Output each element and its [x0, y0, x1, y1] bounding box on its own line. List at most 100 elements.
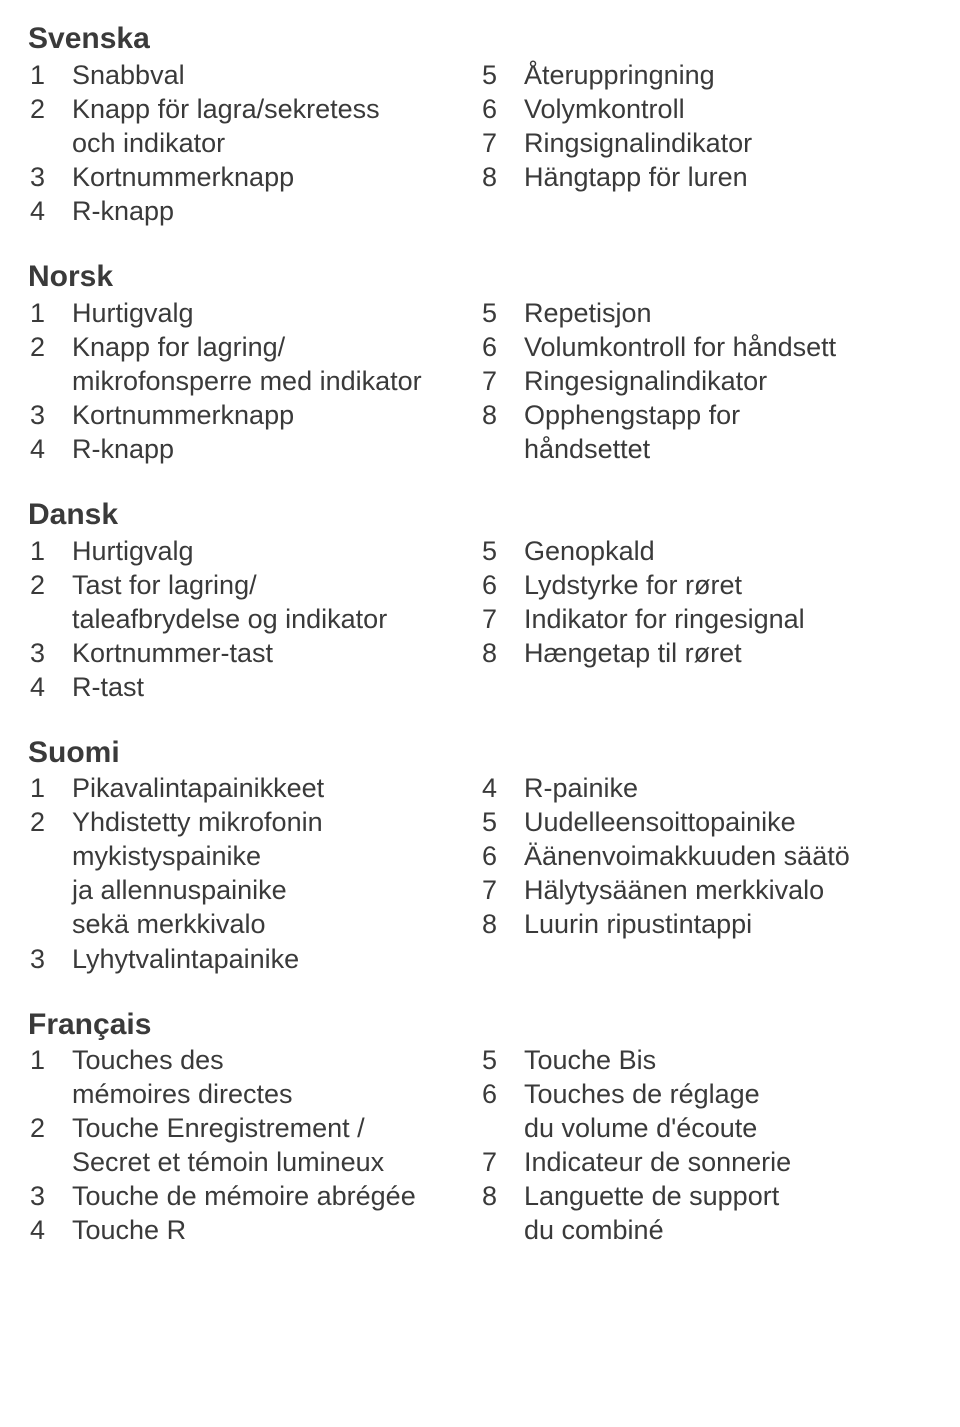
item-number: 5: [480, 1043, 524, 1077]
language-section: Français1Touches desmémoires directes2To…: [28, 1006, 932, 1248]
list-item: 2Tast for lagring/: [28, 568, 480, 602]
item-number: 1: [28, 1043, 72, 1077]
item-number: 7: [480, 126, 524, 160]
right-column: 5Genopkald6Lydstyrke for røret7Indikator…: [480, 534, 932, 704]
item-text: R-knapp: [72, 194, 480, 228]
item-text: Snabbval: [72, 58, 480, 92]
section-title: Suomi: [28, 734, 932, 772]
document-root: Svenska1Snabbval2Knapp för lagra/sekrete…: [28, 20, 932, 1247]
item-number: 2: [28, 330, 72, 364]
item-text: Yhdistetty mikrofonin: [72, 805, 480, 839]
list-item: 5Uudelleensoittopainike: [480, 805, 932, 839]
item-text: Hængetap til røret: [524, 636, 932, 670]
list-item: 7Indicateur de sonnerie: [480, 1145, 932, 1179]
columns: 1Pikavalintapainikkeet2Yhdistetty mikrof…: [28, 771, 932, 975]
section-title: Svenska: [28, 20, 932, 58]
language-section: Norsk1Hurtigvalg2Knapp for lagring/mikro…: [28, 258, 932, 466]
item-number: 5: [480, 534, 524, 568]
item-text: Luurin ripustintappi: [524, 907, 932, 941]
item-number: 2: [28, 805, 72, 839]
item-text: Kortnummerknapp: [72, 398, 480, 432]
list-item: 6Volumkontroll for håndsett: [480, 330, 932, 364]
list-item: 7Ringesignalindikator: [480, 364, 932, 398]
item-number: 3: [28, 942, 72, 976]
item-text: Hurtigvalg: [72, 534, 480, 568]
item-number: 6: [480, 330, 524, 364]
item-text: Uudelleensoittopainike: [524, 805, 932, 839]
list-item: 7Hälytysäänen merkkivalo: [480, 873, 932, 907]
item-text: Tast for lagring/: [72, 568, 480, 602]
list-item: 3Lyhytvalintapainike: [28, 942, 480, 976]
left-column: 1Snabbval2Knapp för lagra/sekretessoch i…: [28, 58, 480, 228]
section-title: Norsk: [28, 258, 932, 296]
list-item: 2Touche Enregistrement /: [28, 1111, 480, 1145]
list-item: 8Hängtapp för luren: [480, 160, 932, 194]
item-number: 7: [480, 1145, 524, 1179]
item-text: Återuppringning: [524, 58, 932, 92]
section-title: Français: [28, 1006, 932, 1044]
item-number: 1: [28, 534, 72, 568]
list-item: 5Repetisjon: [480, 296, 932, 330]
item-text: Ringesignalindikator: [524, 364, 932, 398]
list-item: 3Kortnummerknapp: [28, 398, 480, 432]
item-number: 3: [28, 160, 72, 194]
list-item: 7Ringsignalindikator: [480, 126, 932, 160]
item-text: R-tast: [72, 670, 480, 704]
list-item: 5Touche Bis: [480, 1043, 932, 1077]
list-item: 6Touches de réglage: [480, 1077, 932, 1111]
section-title: Dansk: [28, 496, 932, 534]
item-number: 2: [28, 568, 72, 602]
item-number: 1: [28, 58, 72, 92]
item-number: 8: [480, 398, 524, 432]
list-item: 1Touches des: [28, 1043, 480, 1077]
item-text: Touches des: [72, 1043, 480, 1077]
item-text: Touche de mémoire abrégée: [72, 1179, 480, 1213]
item-text: Hurtigvalg: [72, 296, 480, 330]
right-column: 5Repetisjon6Volumkontroll for håndsett7R…: [480, 296, 932, 466]
item-text: ja allennuspainike: [72, 873, 480, 907]
right-column: 5Återuppringning6Volymkontroll7Ringsigna…: [480, 58, 932, 228]
item-number: 5: [480, 296, 524, 330]
item-number: 3: [28, 398, 72, 432]
item-number: 7: [480, 873, 524, 907]
list-item: 1Pikavalintapainikkeet: [28, 771, 480, 805]
item-text: Secret et témoin lumineux: [72, 1145, 480, 1179]
item-number: 6: [480, 839, 524, 873]
item-text: Touches de réglage: [524, 1077, 932, 1111]
item-number: 8: [480, 1179, 524, 1213]
item-text: Volumkontroll for håndsett: [524, 330, 932, 364]
item-text: Touche Enregistrement /: [72, 1111, 480, 1145]
item-text: mikrofonsperre med indikator: [72, 364, 480, 398]
list-item: håndsettet: [480, 432, 932, 466]
item-number: 6: [480, 92, 524, 126]
item-number: 3: [28, 1179, 72, 1213]
left-column: 1Hurtigvalg2Tast for lagring/taleafbryde…: [28, 534, 480, 704]
columns: 1Snabbval2Knapp för lagra/sekretessoch i…: [28, 58, 932, 228]
list-item: 3Kortnummerknapp: [28, 160, 480, 194]
list-item: 1Hurtigvalg: [28, 296, 480, 330]
list-item: 4R-painike: [480, 771, 932, 805]
item-text: Genopkald: [524, 534, 932, 568]
item-number: 4: [480, 771, 524, 805]
list-item: mémoires directes: [28, 1077, 480, 1111]
item-text: Pikavalintapainikkeet: [72, 771, 480, 805]
item-text: håndsettet: [524, 432, 932, 466]
list-item: 6Volymkontroll: [480, 92, 932, 126]
list-item: 8Languette de support: [480, 1179, 932, 1213]
item-text: Indicateur de sonnerie: [524, 1145, 932, 1179]
language-section: Dansk1Hurtigvalg2Tast for lagring/taleaf…: [28, 496, 932, 704]
item-text: Lydstyrke for røret: [524, 568, 932, 602]
item-text: Knapp för lagra/sekretess: [72, 92, 480, 126]
item-text: Lyhytvalintapainike: [72, 942, 480, 976]
list-item: taleafbrydelse og indikator: [28, 602, 480, 636]
list-item: 1Snabbval: [28, 58, 480, 92]
language-section: Svenska1Snabbval2Knapp för lagra/sekrete…: [28, 20, 932, 228]
columns: 1Touches desmémoires directes2Touche Enr…: [28, 1043, 932, 1247]
list-item: 7Indikator for ringesignal: [480, 602, 932, 636]
item-number: 8: [480, 636, 524, 670]
list-item: mikrofonsperre med indikator: [28, 364, 480, 398]
item-text: mykistyspainike: [72, 839, 480, 873]
list-item: 4R-knapp: [28, 194, 480, 228]
item-text: och indikator: [72, 126, 480, 160]
item-text: Knapp for lagring/: [72, 330, 480, 364]
